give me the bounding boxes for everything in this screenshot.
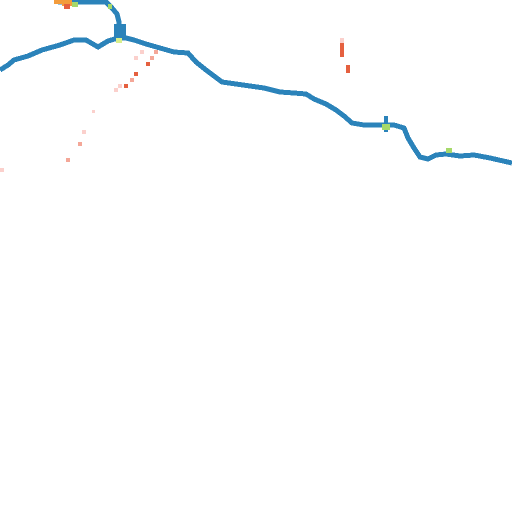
green-highlight-pixel <box>72 2 78 7</box>
river-junction <box>114 24 126 38</box>
trail-pixel <box>118 84 122 88</box>
red-streak-pixel <box>340 38 344 43</box>
orange-cluster-pixel <box>62 0 72 6</box>
main-river <box>0 35 512 166</box>
trail-pixel <box>154 50 158 54</box>
trail-pixel <box>82 130 86 134</box>
trail-pixel <box>114 88 118 92</box>
trail-pixel <box>124 84 128 88</box>
trail-pixel <box>150 56 154 60</box>
trail-pixel <box>66 158 70 162</box>
river-layer <box>0 0 512 166</box>
orange-cluster-pixel <box>54 0 62 4</box>
trail-pixel <box>130 78 134 82</box>
red-streak-pixel <box>346 65 350 73</box>
trail-pixel <box>78 142 82 146</box>
trail-pixel <box>0 168 4 172</box>
trail-pixel <box>92 110 95 113</box>
green-highlight-pixel <box>116 38 122 43</box>
red-streak-pixel <box>340 43 344 57</box>
green-highlight-pixel <box>446 148 452 153</box>
green-highlight-pixel <box>108 4 112 9</box>
green-highlight-pixel <box>382 124 390 130</box>
trail-pixel <box>140 50 144 54</box>
trail-pixel <box>146 62 150 66</box>
orange-cluster-pixel <box>64 4 70 9</box>
trail-pixel <box>134 56 138 60</box>
overlay-layer <box>0 0 452 172</box>
trail-pixel <box>134 72 138 76</box>
